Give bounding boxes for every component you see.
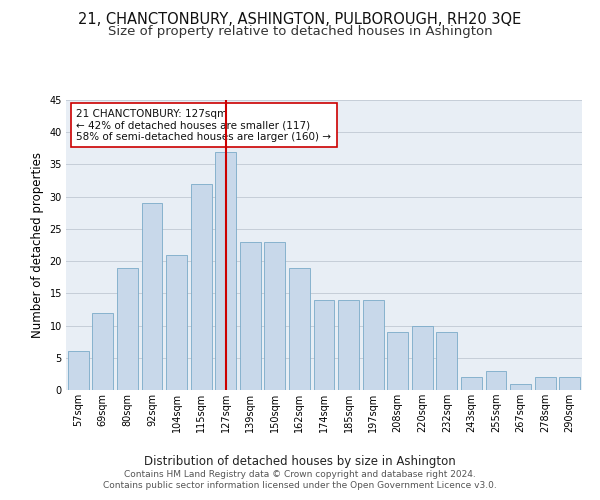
Bar [117, 268, 138, 390]
Text: 21, CHANCTONBURY, ASHINGTON, PULBOROUGH, RH20 3QE: 21, CHANCTONBURY, ASHINGTON, PULBOROUGH,… [79, 12, 521, 28]
Bar [142, 203, 163, 390]
Text: Distribution of detached houses by size in Ashington: Distribution of detached houses by size … [144, 454, 456, 468]
Bar [289, 268, 310, 390]
Bar [485, 370, 506, 390]
Bar [412, 326, 433, 390]
Bar [461, 377, 482, 390]
Bar [166, 254, 187, 390]
Bar [240, 242, 261, 390]
Bar [265, 242, 286, 390]
Bar [387, 332, 408, 390]
Bar [92, 312, 113, 390]
Bar [68, 352, 89, 390]
Text: 21 CHANCTONBURY: 127sqm
← 42% of detached houses are smaller (117)
58% of semi-d: 21 CHANCTONBURY: 127sqm ← 42% of detache… [76, 108, 331, 142]
Bar [338, 300, 359, 390]
Bar [535, 377, 556, 390]
Bar [362, 300, 383, 390]
Y-axis label: Number of detached properties: Number of detached properties [31, 152, 44, 338]
Bar [314, 300, 334, 390]
Text: Size of property relative to detached houses in Ashington: Size of property relative to detached ho… [107, 25, 493, 38]
Bar [510, 384, 531, 390]
Bar [436, 332, 457, 390]
Bar [559, 377, 580, 390]
Text: Contains HM Land Registry data © Crown copyright and database right 2024.: Contains HM Land Registry data © Crown c… [124, 470, 476, 479]
Text: Contains public sector information licensed under the Open Government Licence v3: Contains public sector information licen… [103, 481, 497, 490]
Bar [191, 184, 212, 390]
Bar [215, 152, 236, 390]
